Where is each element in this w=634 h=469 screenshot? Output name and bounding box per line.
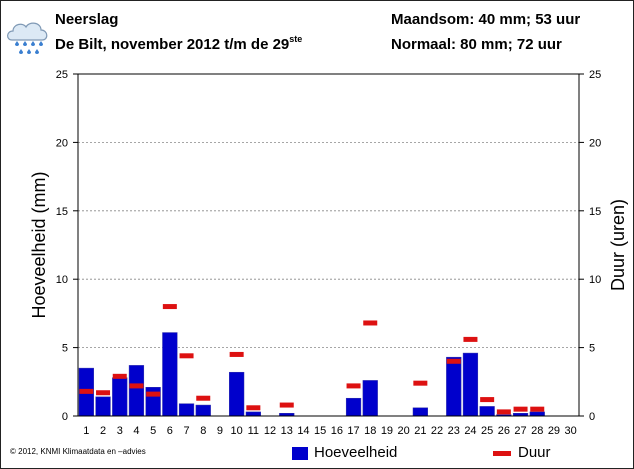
y-tick-label: 0 (62, 411, 68, 423)
amount-bar (128, 365, 145, 417)
amount-bar (529, 411, 545, 417)
duration-marker (513, 406, 528, 412)
legend-amount-label: Hoeveelheid (314, 444, 398, 461)
amount-bar (446, 356, 462, 417)
duration-marker (346, 383, 361, 389)
monthly-sum: Maandsom: 40 mm; 53 uur (391, 11, 581, 28)
x-tick-label: 24 (464, 425, 476, 437)
x-tick-label: 6 (167, 425, 173, 437)
y2-tick-label: 20 (589, 137, 601, 149)
amount-bar (245, 411, 261, 417)
x-tick-label: 26 (498, 425, 510, 437)
amount-bar (145, 387, 161, 417)
x-tick-label: 25 (481, 425, 493, 437)
x-tick-label: 9 (217, 425, 223, 437)
x-tick-label: 15 (314, 425, 326, 437)
x-tick-label: 19 (381, 425, 393, 437)
amount-bar (162, 332, 178, 417)
x-tick-label: 21 (414, 425, 426, 437)
y2-tick-label: 15 (589, 206, 601, 218)
x-tick-label: 10 (231, 425, 243, 437)
subtitle-superscript: ste (289, 34, 303, 44)
amount-bar (345, 397, 362, 417)
y2-tick-label: 10 (589, 274, 601, 286)
duration-marker (363, 320, 378, 326)
duration-marker (79, 388, 94, 394)
duration-marker (530, 406, 545, 412)
legend-duration-label: Duur (518, 444, 551, 461)
x-tick-label: 28 (531, 425, 543, 437)
x-tick-label: 12 (264, 425, 276, 437)
x-tick-label: 27 (514, 425, 526, 437)
x-tick-label: 30 (565, 425, 577, 437)
amount-bar (462, 352, 479, 417)
amount-bar (195, 404, 211, 417)
amount-bar (178, 403, 195, 417)
x-tick-label: 8 (200, 425, 206, 437)
legend-duration-swatch (493, 451, 511, 456)
x-tick-label: 17 (347, 425, 359, 437)
plot-area (77, 73, 580, 417)
x-tick-label: 1 (83, 425, 89, 437)
x-tick-label: 18 (364, 425, 376, 437)
x-tick-label: 14 (297, 425, 309, 437)
x-tick-label: 7 (183, 425, 189, 437)
y-tick-label: 25 (56, 69, 68, 81)
copyright-text: © 2012, KNMI Klimaatdata en –advies (10, 447, 146, 456)
x-tick-label: 23 (448, 425, 460, 437)
duration-marker (96, 390, 111, 396)
x-tick-label: 16 (331, 425, 343, 437)
x-tick-label: 20 (398, 425, 410, 437)
duration-marker (196, 395, 211, 401)
normal-value: Normaal: 80 mm; 72 uur (391, 36, 562, 53)
y2-axis-label: Duur (uren) (608, 199, 628, 291)
duration-marker (246, 405, 261, 411)
amount-bar (362, 380, 378, 417)
y-tick-label: 20 (56, 137, 68, 149)
duration-marker (446, 358, 461, 364)
duration-marker (229, 351, 244, 357)
y-tick-label: 5 (62, 343, 68, 355)
duration-marker (162, 304, 177, 310)
x-tick-label: 3 (117, 425, 123, 437)
chart-subtitle: De Bilt, november 2012 t/m de 29ste (55, 34, 303, 53)
amount-bar (112, 377, 128, 417)
y-axis-label: Hoeveelheid (mm) (29, 171, 49, 318)
x-tick-label: 11 (248, 425, 259, 437)
x-tick-label: 29 (548, 425, 560, 437)
duration-marker (463, 336, 478, 342)
x-tick-label: 4 (133, 425, 139, 437)
amount-bar (479, 406, 495, 417)
subtitle-main: De Bilt, november 2012 t/m de 29 (55, 36, 290, 53)
y-tick-label: 10 (56, 274, 68, 286)
duration-marker (112, 373, 127, 379)
duration-marker (279, 402, 294, 408)
amount-bar (229, 371, 245, 417)
amount-bar (95, 396, 111, 417)
y2-tick-label: 0 (589, 411, 595, 423)
y2-tick-label: 25 (589, 69, 601, 81)
duration-marker (179, 353, 194, 359)
y2-tick-label: 5 (589, 343, 595, 355)
duration-marker (496, 409, 511, 415)
duration-marker (129, 383, 144, 389)
chart-title: Neerslag (55, 11, 119, 28)
amount-bar (412, 407, 428, 417)
duration-marker (146, 391, 161, 397)
legend-amount-swatch (292, 447, 308, 460)
duration-marker (413, 380, 428, 386)
x-tick-label: 13 (281, 425, 293, 437)
y-tick-label: 15 (56, 206, 68, 218)
x-tick-label: 5 (150, 425, 156, 437)
rain-cloud-icon (7, 22, 48, 54)
x-tick-label: 22 (431, 425, 443, 437)
duration-marker (480, 397, 495, 403)
x-tick-label: 2 (100, 425, 106, 437)
